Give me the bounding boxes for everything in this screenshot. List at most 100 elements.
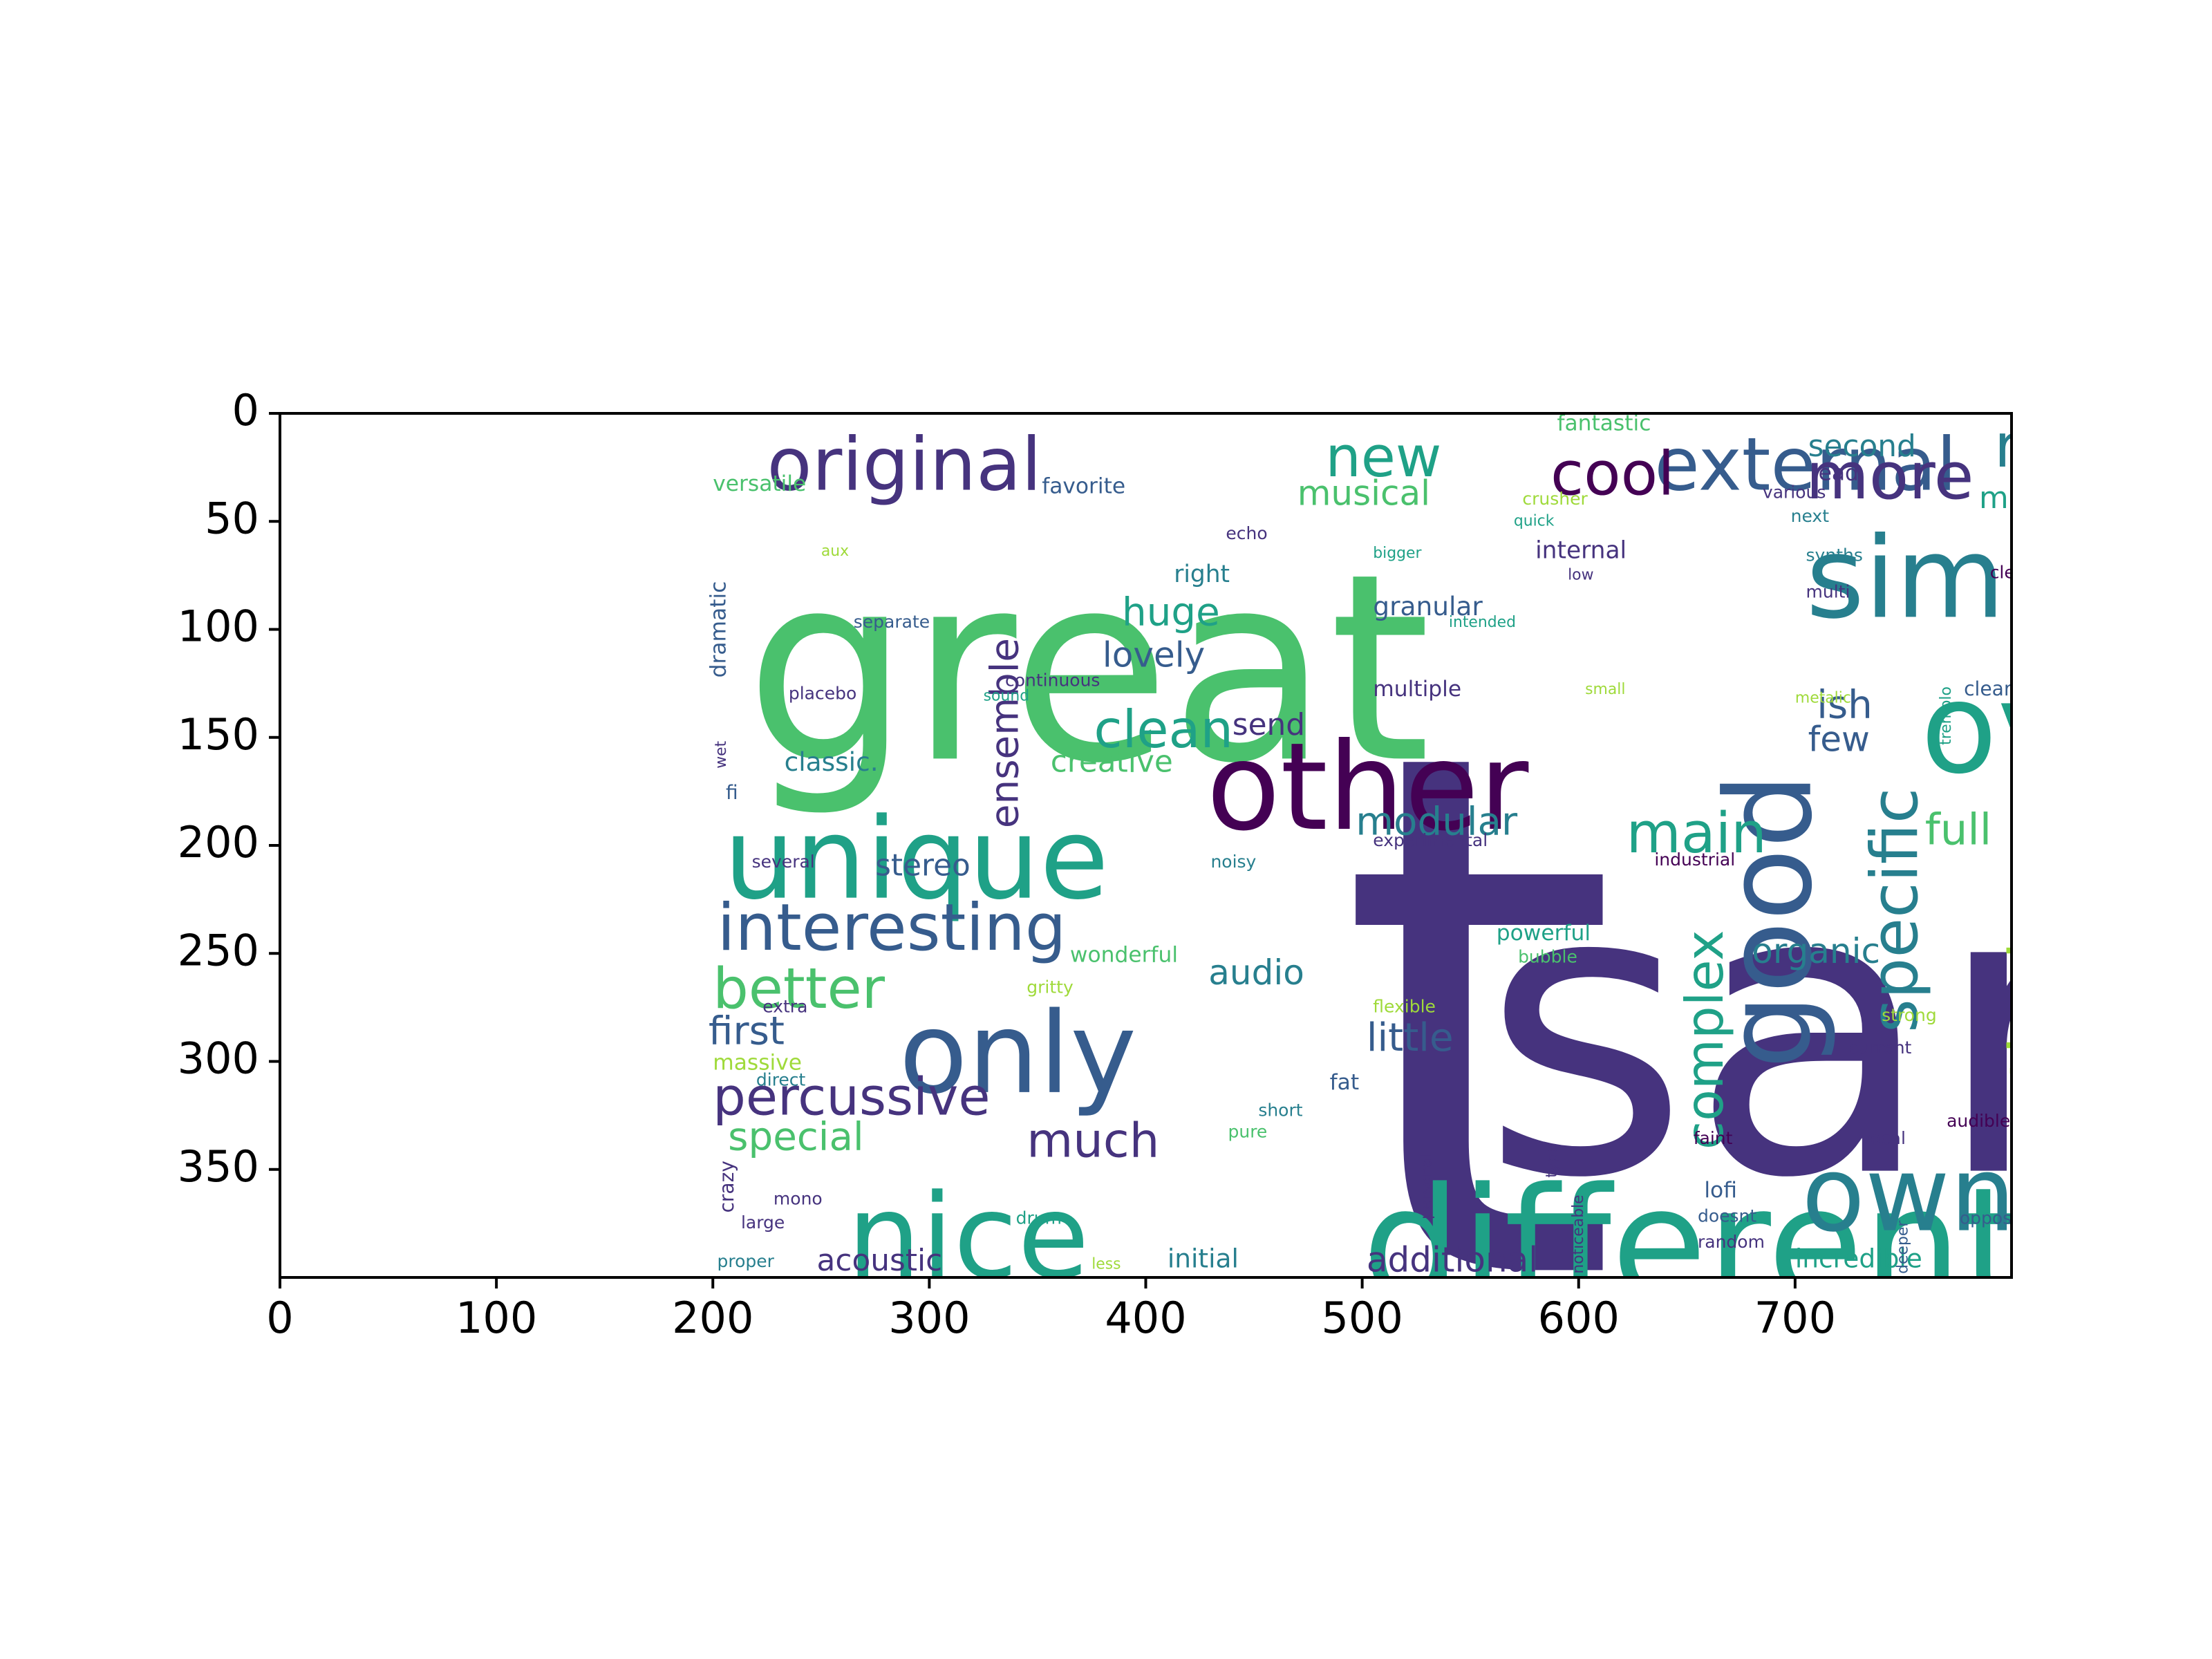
word-fat: fat <box>1330 1070 1359 1095</box>
word-wet: wet <box>713 740 730 768</box>
word-lead: lead <box>1812 461 1859 486</box>
word-various: various <box>1763 482 1826 503</box>
word-unique: unique <box>724 794 1109 925</box>
word-complex: complex <box>1674 930 1735 1150</box>
word-large: large <box>741 1212 785 1232</box>
word-creative: creative <box>1051 744 1173 779</box>
x-axis: 0 100 200 300 400 500 600 700 <box>266 1277 1836 1343</box>
word-versatile: versatile <box>713 471 806 496</box>
word-ensemble: ensemble <box>983 638 1028 828</box>
word-echo: echo <box>1226 523 1267 543</box>
word-opposite: opposite <box>1960 1208 2034 1228</box>
word-small: small <box>1585 681 1625 698</box>
word-second: second <box>1808 429 1916 464</box>
word-lovely: lovely <box>1103 635 1205 675</box>
word-incredible: incredible <box>1795 1244 1922 1274</box>
word-noisy: noisy <box>1210 852 1256 872</box>
x-tick-label: 200 <box>672 1293 753 1343</box>
word-different: different <box>1362 1154 2023 1335</box>
word-tremolo: tremolo <box>1938 686 1955 745</box>
word-send: send <box>1232 707 1305 742</box>
word-right: right <box>1174 561 1230 588</box>
y-tick-label: 150 <box>178 709 259 760</box>
word-first: first <box>709 1009 785 1054</box>
word-mono: mono <box>774 1189 823 1209</box>
word-same: same <box>1481 800 2212 1266</box>
word-strong: strong <box>1882 1005 1937 1025</box>
x-tick-label: 400 <box>1105 1293 1186 1343</box>
x-tick-label: 300 <box>888 1293 970 1343</box>
word-overall: overall <box>1920 656 2212 802</box>
word-stereo: stereo <box>875 847 971 883</box>
y-tick-label: 50 <box>205 493 259 543</box>
word-drum: drum <box>1016 1208 1062 1228</box>
word-faint: faint <box>1694 1128 1733 1148</box>
word-continuous: continuous <box>1005 671 1100 691</box>
word-t: t <box>1336 598 1620 1441</box>
word-wonderful: wonderful <box>1070 942 1178 967</box>
word-deeper: deeper <box>1894 1221 1911 1274</box>
word-nice: nice <box>847 1169 1089 1305</box>
word-less: less <box>1091 1255 1121 1273</box>
word-next: next <box>1791 506 1830 526</box>
word-specific: specific <box>1857 788 1933 1033</box>
word-fantastic: fantastic <box>1557 411 1651 436</box>
word-random: random <box>1698 1232 1765 1252</box>
word-metalic: metalic <box>1795 690 1851 707</box>
word-other: other <box>1206 718 1528 858</box>
word-audio: audio <box>1208 953 1304 993</box>
word-sound: sound <box>984 687 1029 704</box>
word-few: few <box>1808 720 1870 760</box>
word-only: only <box>899 988 1137 1119</box>
word-little: little <box>1367 1015 1454 1060</box>
word-additional: additional <box>1367 1240 1538 1280</box>
x-tick-label: 100 <box>456 1293 537 1343</box>
word-favorite: favorite <box>1042 474 1125 498</box>
word-flexible: flexible <box>1373 996 1436 1016</box>
word-raw: raw <box>1994 411 2106 481</box>
word-musical: musical <box>1297 473 1430 513</box>
word-bigger: bigger <box>1373 545 1421 562</box>
word-aux: aux <box>821 543 849 560</box>
word-lofi: lofi <box>1704 1178 1737 1203</box>
word-placebo: placebo <box>789 683 856 703</box>
word-proper: proper <box>718 1251 775 1271</box>
word-separate: separate <box>854 612 930 632</box>
y-tick-label: 250 <box>178 925 259 975</box>
word-several: several <box>752 852 815 872</box>
word-new: new <box>1325 425 1441 490</box>
word-own: own <box>1801 1135 2016 1255</box>
y-tick-label: 350 <box>178 1141 259 1192</box>
word-great: great <box>745 518 1431 820</box>
word-doesnt: doesnt <box>1698 1206 1756 1226</box>
word-modular: modular <box>1356 799 1518 844</box>
word-layer: tsamegreat different other overallsimilar un… <box>706 411 2212 1441</box>
x-tick-label: 700 <box>1754 1293 1836 1343</box>
x-tick-label: 600 <box>1538 1293 1620 1343</box>
y-tick-label: 200 <box>178 817 259 868</box>
word-audible: audible <box>1947 1111 2010 1131</box>
word-clear: clear <box>1964 677 2012 700</box>
word-acoustic: acoustic <box>817 1243 943 1278</box>
word-interesting: interesting <box>718 890 1067 966</box>
word-special: special <box>728 1115 863 1160</box>
word-much: much <box>1027 1113 1159 1168</box>
x-tick-label: 500 <box>1321 1293 1403 1343</box>
y-axis: 0 50 100 150 200 250 300 350 <box>178 385 280 1192</box>
word-huge: huge <box>1122 590 1220 635</box>
word-low: low <box>1568 566 1593 583</box>
word-similar: similar <box>1806 513 2183 644</box>
word-multi: multi <box>1806 581 1850 601</box>
word-personal: personal <box>1418 1154 1436 1219</box>
word-powerful: powerful <box>1497 921 1591 946</box>
word-industrial: industrial <box>1654 850 1735 870</box>
word-experimental: experimental <box>1373 830 1488 850</box>
word-better: better <box>713 957 885 1022</box>
word-dramatic: dramatic <box>706 581 731 678</box>
word-ish: ish <box>1817 683 1873 728</box>
word-extra: extra <box>762 996 807 1016</box>
word-short: short <box>1258 1100 1302 1120</box>
word-massive: massive <box>713 1051 802 1076</box>
word-main: main <box>1627 801 1767 866</box>
y-tick-label: 100 <box>178 601 259 652</box>
